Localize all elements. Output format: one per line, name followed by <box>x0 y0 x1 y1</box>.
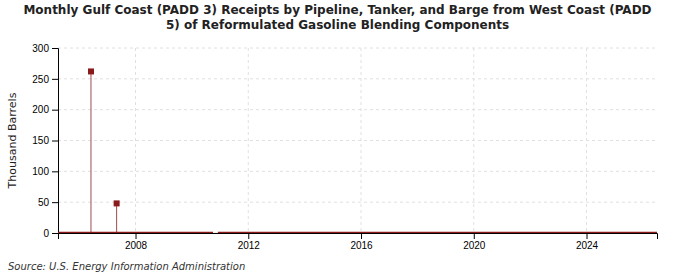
y-axis-tick: 200 <box>32 104 58 115</box>
y-axis: 0 50 100 150 200 250 300 <box>32 43 58 239</box>
y-axis-tick-label: 100 <box>32 166 49 177</box>
grid-line-x <box>473 48 474 233</box>
x-axis-tick: 2008 <box>125 233 148 251</box>
y-axis-tick-label: 300 <box>32 43 49 54</box>
y-axis-tick: 250 <box>32 74 58 85</box>
y-axis-tick: 150 <box>32 135 58 146</box>
y-axis-tick-mark <box>52 48 58 49</box>
plot: 2008 2012 2016 2020 2024 0 50 100 150 200 250 300 <box>32 43 657 251</box>
grid-line-y <box>58 78 657 79</box>
y-axis-line <box>52 49 59 234</box>
x-axis-tick: 2024 <box>576 233 599 251</box>
y-axis-tick-mark <box>52 110 58 111</box>
y-axis-tick: 100 <box>32 166 58 177</box>
x-axis-tick-mark <box>587 233 588 239</box>
x-axis-tick-label: 2008 <box>125 240 148 251</box>
line <box>218 232 657 233</box>
grid-line-y <box>58 48 657 49</box>
marks <box>58 68 657 233</box>
grid-line-y <box>58 171 657 172</box>
y-axis-tick-mark <box>52 171 58 172</box>
x-axis-tick-label: 2016 <box>350 240 373 251</box>
stem <box>90 71 91 233</box>
x-axis-tick: 2012 <box>238 233 261 251</box>
y-axis-tick-mark <box>52 141 58 142</box>
stem <box>116 203 117 233</box>
x-axis-tick-label: 2012 <box>238 240 261 251</box>
grid-line-x <box>361 48 362 233</box>
y-axis-tick-label: 0 <box>43 228 49 239</box>
title-line: 5) of Reformulated Gasoline Blending Com… <box>166 18 509 32</box>
y-axis-tick-label: 200 <box>32 104 49 115</box>
x-axis-tick: 2016 <box>350 233 373 251</box>
y-axis-tick-mark <box>52 79 58 80</box>
line <box>58 232 213 233</box>
grid-line-x <box>586 48 587 233</box>
grid-line-y <box>58 140 657 141</box>
y-axis-tick-mark <box>52 202 58 203</box>
grid-line-y <box>58 202 657 203</box>
y-axis-tick: 50 <box>38 197 58 208</box>
y-axis-tick-label: 150 <box>32 135 49 146</box>
title-line: Monthly Gulf Coast (PADD 3) Receipts by … <box>23 3 651 17</box>
x-axis-line <box>59 234 658 240</box>
x-axis-tick-label: 2024 <box>576 240 599 251</box>
y-axis-tick: 300 <box>32 43 58 54</box>
y-axis-tick-label: 250 <box>32 74 49 85</box>
x-axis-tick-mark <box>474 233 475 239</box>
title: Monthly Gulf Coast (PADD 3) Receipts by … <box>23 3 651 32</box>
grid-line-x <box>135 48 136 233</box>
x-axis-tick-mark <box>248 233 249 239</box>
grid <box>58 48 657 233</box>
x-axis-tick-mark <box>361 233 362 239</box>
x-axis-tick-mark <box>136 233 137 239</box>
y-axis-tick: 0 <box>43 228 58 239</box>
y-axis-tick-mark <box>52 233 58 234</box>
x-axis-tick-label: 2020 <box>463 240 486 251</box>
chart: Monthly Gulf Coast (PADD 3) Receipts by … <box>0 0 675 275</box>
source: Source: U.S. Energy Information Administ… <box>8 261 245 272</box>
x-axis-tick: 2020 <box>463 233 486 251</box>
point <box>114 200 120 206</box>
x-axis: 2008 2012 2016 2020 2024 <box>59 233 658 251</box>
y-axis-title: Thousand Barrels <box>6 92 19 189</box>
y-axis-tick-label: 50 <box>38 197 50 208</box>
grid-line-y <box>58 109 657 110</box>
grid-line-x <box>248 48 249 233</box>
point <box>88 68 94 74</box>
